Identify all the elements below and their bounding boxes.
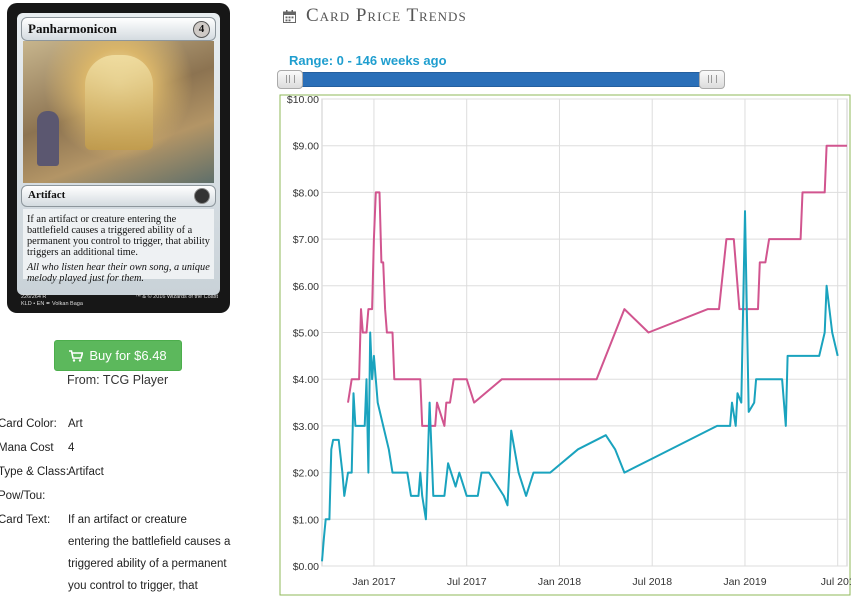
calendar-icon [283, 9, 296, 23]
card-text-line: If an artifact or creature [68, 514, 187, 526]
y-tick-label: $2.00 [293, 468, 319, 480]
y-tick-label: $1.00 [293, 514, 319, 526]
card-type-bar: Artifact [21, 185, 216, 207]
card-name: Panharmonicon [28, 21, 117, 36]
info-label: Card Color: [0, 418, 57, 430]
set-symbol-icon [194, 188, 210, 204]
range-slider-track[interactable] [277, 72, 725, 87]
x-tick-label: Jul 2018 [632, 576, 672, 588]
info-value: Artifact [68, 466, 104, 478]
y-tick-label: $0.00 [293, 561, 319, 573]
info-label: Type & Class: [0, 466, 69, 478]
card-frame: Panharmonicon 4 Artifact If an artifact … [17, 13, 220, 295]
range-slider-handle-low[interactable] [277, 70, 303, 89]
mana-cost-symbol: 4 [193, 21, 210, 38]
info-value: 4 [68, 442, 75, 454]
card-set-artist: KLD • EN ✒ Volkan Baga [21, 301, 83, 307]
y-tick-label: $8.00 [293, 187, 319, 199]
card-text-line: entering the battlefield causes a [68, 536, 231, 548]
artwork-figure [37, 111, 59, 166]
trends-header: Card Price Trends [283, 4, 467, 28]
card-text-line: you control to trigger, that [68, 580, 198, 592]
card-text-line: triggered ability of a permanent [68, 558, 227, 570]
shopping-cart-icon [69, 349, 84, 362]
y-tick-label: $7.00 [293, 234, 319, 246]
info-label: Pow/Tou: [0, 490, 46, 502]
card-text-box: If an artifact or creature entering the … [23, 209, 214, 284]
range-slider-handle-high[interactable] [699, 70, 725, 89]
buy-button-label: Buy for $6.48 [89, 348, 167, 363]
y-tick-label: $10.00 [287, 94, 319, 106]
x-tick-label: Jan 2019 [723, 576, 766, 588]
x-tick-label: Jan 2018 [538, 576, 581, 588]
info-label: Card Text: [0, 514, 51, 526]
range-label: Range: 0 - 146 weeks ago [289, 53, 447, 68]
trends-title: Card Price Trends [306, 5, 467, 26]
price-source: From: TCG Player [67, 373, 169, 387]
series-line-1 [347, 144, 847, 427]
card-type-line: Artifact [28, 189, 66, 201]
card-name-bar: Panharmonicon 4 [21, 17, 216, 41]
chart-border [279, 94, 851, 596]
artwork-machine [85, 55, 153, 150]
price-trend-chart: $0.00 $1.00 $2.00 $3.00 $4.00 $5.00 $6.00 $7.00… [279, 94, 851, 596]
y-tick-label: $9.00 [293, 141, 319, 153]
y-tick-label: $4.00 [293, 374, 319, 386]
card-collector-number: 226/264 R [21, 294, 47, 300]
info-value: Art [68, 418, 83, 430]
info-label: Mana Cost [0, 442, 54, 454]
card-artwork [23, 41, 214, 183]
x-tick-label: Jan 2017 [352, 576, 395, 588]
buy-button[interactable]: Buy for $6.48 [54, 340, 182, 371]
series-line-2 [321, 210, 839, 562]
y-tick-label: $3.00 [293, 421, 319, 433]
x-tick-label: Jul 2017 [447, 576, 487, 588]
x-tick-label: Jul 201 [821, 576, 851, 588]
card-flavor-text: All who listen hear their own song, a un… [27, 262, 210, 284]
card-rules-text: If an artifact or creature entering the … [27, 214, 210, 258]
y-tick-label: $6.00 [293, 281, 319, 293]
card-image: Panharmonicon 4 Artifact If an artifact … [7, 3, 230, 313]
y-tick-label: $5.00 [293, 328, 319, 340]
card-copyright: ™ & © 2016 Wizards of the Coast [135, 294, 218, 300]
